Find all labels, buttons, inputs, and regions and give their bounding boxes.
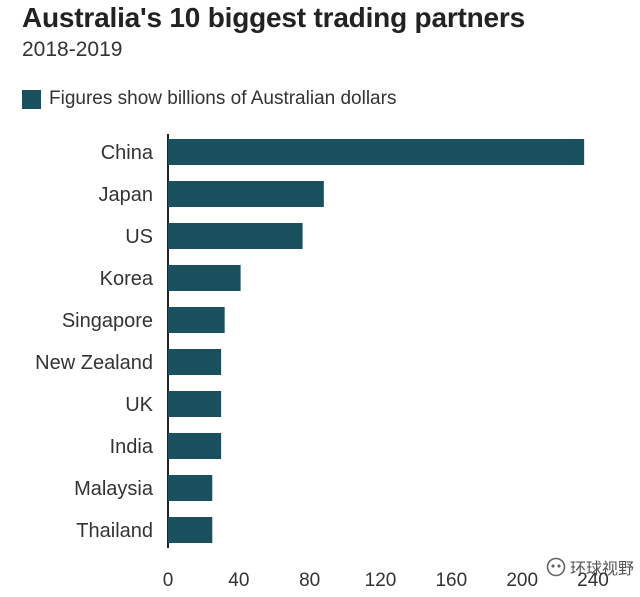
bar-india <box>168 433 222 459</box>
watermark-text: 环球视野 <box>569 559 634 578</box>
x-tick-label: 40 <box>228 570 249 591</box>
wechat-logo-icon <box>546 557 566 577</box>
category-label: Thailand <box>76 520 153 542</box>
x-tick-label: 120 <box>365 570 397 591</box>
category-label: UK <box>125 394 153 416</box>
watermark: 环球视野 <box>546 555 634 579</box>
bar-us <box>168 223 303 249</box>
bar-thailand <box>168 517 213 543</box>
bar-japan <box>168 181 324 207</box>
bar-new-zealand <box>168 349 222 375</box>
bar-singapore <box>168 307 225 333</box>
chart-subtitle: 2018-2019 <box>22 38 123 61</box>
category-label: Malaysia <box>74 478 154 500</box>
x-tick-label: 240 <box>577 570 609 591</box>
x-tick-label: 0 <box>163 570 174 591</box>
bar-korea <box>168 265 241 291</box>
legend: Figures show billions of Australian doll… <box>22 88 396 110</box>
bar-china <box>168 139 585 165</box>
chart-title: Australia's 10 biggest trading partners <box>22 2 525 33</box>
bar-malaysia <box>168 475 213 501</box>
category-label: China <box>101 142 154 164</box>
legend-label: Figures show billions of Australian doll… <box>49 88 397 109</box>
category-label: India <box>110 436 154 458</box>
category-label: Korea <box>100 268 154 290</box>
category-label: New Zealand <box>35 352 153 374</box>
category-label: Singapore <box>62 310 153 332</box>
x-tick-label: 160 <box>435 570 467 591</box>
category-label: Japan <box>99 184 154 206</box>
bar-uk <box>168 391 222 417</box>
category-label: US <box>125 226 153 248</box>
x-tick-label: 200 <box>506 570 538 591</box>
legend-swatch <box>22 89 41 109</box>
x-tick-label: 80 <box>299 570 320 591</box>
